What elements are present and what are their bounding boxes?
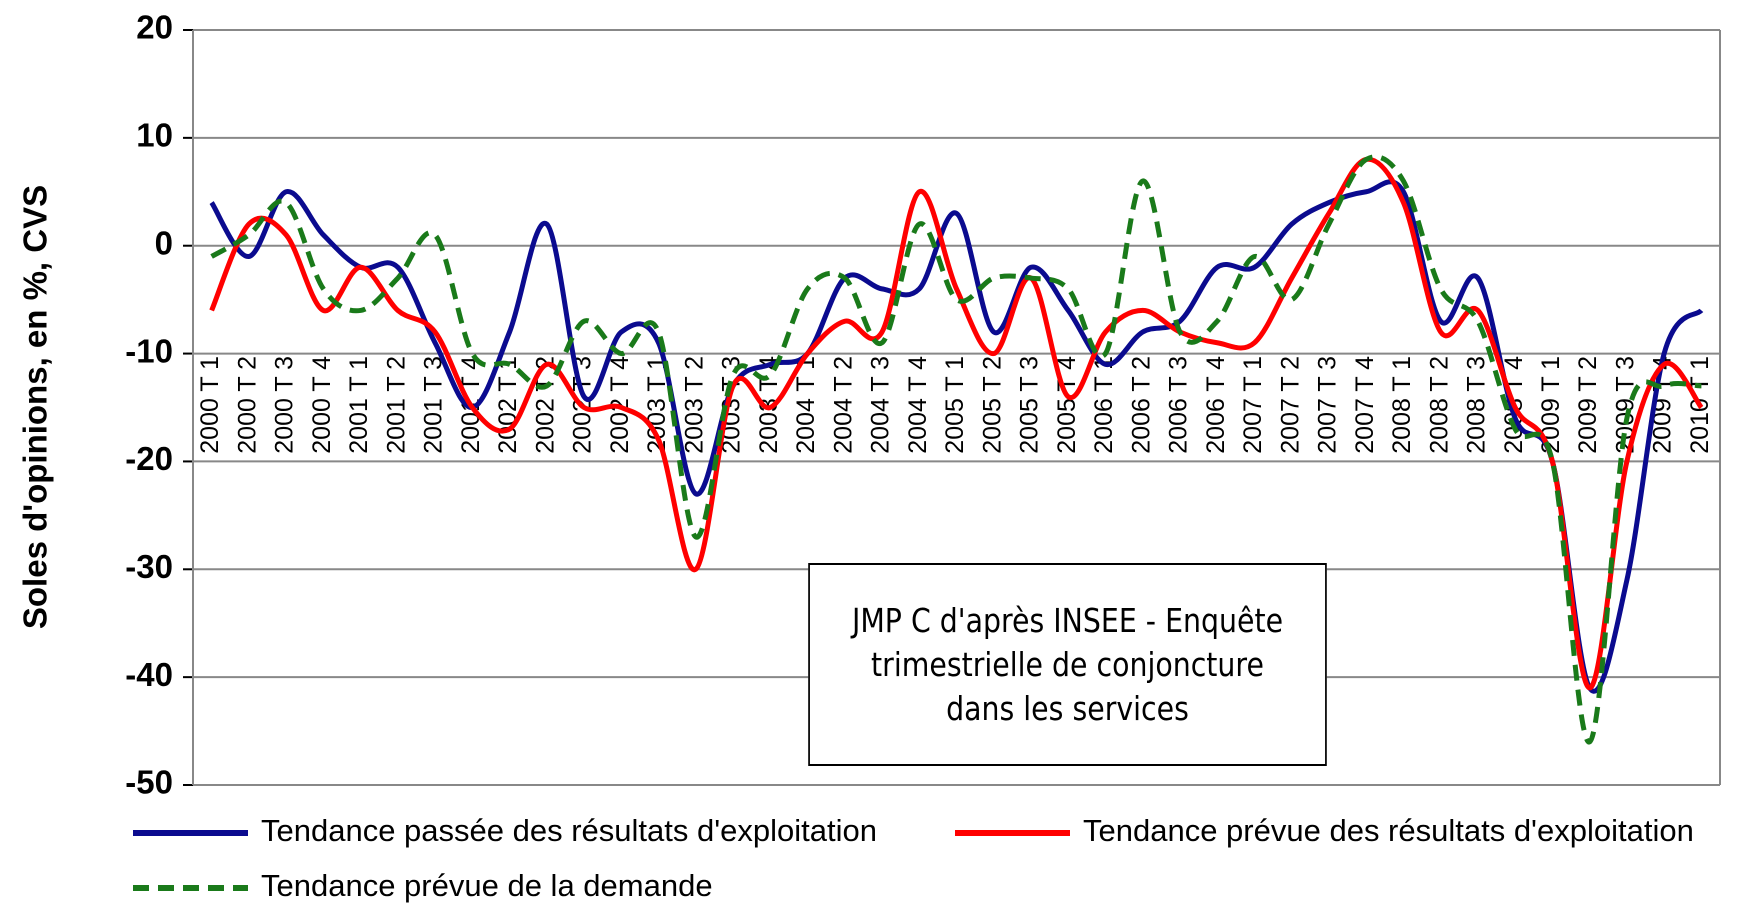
x-tick-label: 2007 T 4 — [1351, 356, 1379, 454]
x-tick-label: 2005 T 3 — [1016, 356, 1044, 454]
x-tick-label: 2008 T 1 — [1388, 356, 1416, 454]
x-tick-label: 2000 T 2 — [233, 356, 261, 454]
x-tick-label: 2003 T 4 — [755, 356, 783, 454]
x-tick-label: 2007 T 2 — [1276, 356, 1304, 454]
y-tick-label: 10 — [136, 117, 173, 154]
x-tick-label: 2007 T 1 — [1239, 356, 1267, 454]
x-tick-label: 2001 T 2 — [382, 356, 410, 454]
y-tick-label: -50 — [125, 764, 173, 801]
x-tick-label: 2000 T 4 — [308, 356, 336, 454]
x-tick-label: 2007 T 3 — [1314, 356, 1342, 454]
legend-label: Tendance prévue des résultats d'exploita… — [1083, 813, 1694, 848]
x-tick-label: 2008 T 2 — [1425, 356, 1453, 454]
annotation: JMP C d'après INSEE - Enquête trimestrie… — [808, 563, 1327, 766]
line — [210, 154, 1702, 745]
x-tick-label: 2009 T 2 — [1574, 356, 1602, 454]
legend-label: Tendance prévue de la demande — [261, 868, 713, 903]
x-tick-label: 2001 T 1 — [345, 356, 373, 454]
x-tick-label: 2003 T 2 — [680, 356, 708, 454]
legend-label: Tendance passée des résultats d'exploita… — [261, 813, 877, 848]
x-tick-label: 2004 T 3 — [867, 356, 895, 454]
x-tick-label: 2006 T 3 — [1165, 356, 1193, 454]
x-tick-label: 2006 T 2 — [1127, 356, 1155, 454]
line — [209, 156, 1704, 691]
x-tick-label: 2006 T 4 — [1202, 356, 1230, 454]
x-tick-label: 2005 T 1 — [941, 356, 969, 454]
x-tick-label: 2004 T 4 — [904, 356, 932, 454]
y-tick-label: 20 — [136, 9, 173, 46]
y-axis-label: Soles d'opinions, en %, CVS — [17, 185, 54, 629]
x-tick-label: 2008 T 3 — [1463, 356, 1491, 454]
y-tick-label: -40 — [125, 656, 173, 693]
y-tick-label: -20 — [125, 440, 173, 477]
x-tick-label: 2004 T 2 — [829, 356, 857, 454]
x-tick-label: 2001 T 3 — [420, 356, 448, 454]
x-tick-label: 2005 T 2 — [978, 356, 1006, 454]
y-tick-label: -10 — [125, 332, 173, 369]
x-tick-label: 2000 T 1 — [196, 356, 224, 454]
x-tick-label: 2000 T 3 — [271, 356, 299, 454]
y-tick-label: -30 — [125, 548, 173, 585]
y-tick-label: 0 — [155, 224, 173, 261]
x-tick-label: 2006 T 1 — [1090, 356, 1118, 454]
